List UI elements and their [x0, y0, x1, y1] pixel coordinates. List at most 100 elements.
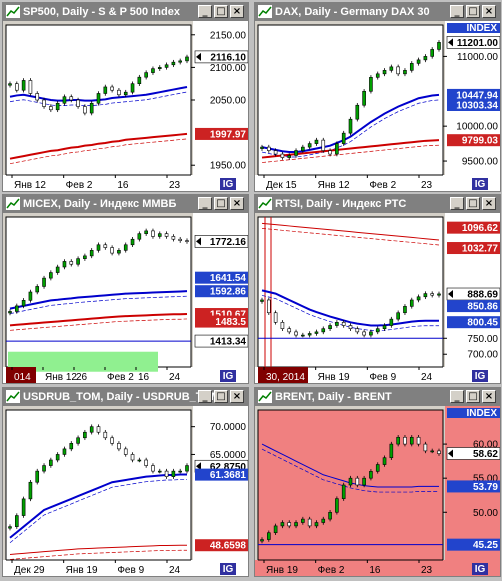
time-tick-label: Дек 29 — [14, 565, 45, 576]
price-tag-label: 48.6598 — [210, 541, 247, 552]
candle-body — [178, 238, 182, 241]
minimize-button[interactable]: _ — [450, 197, 464, 210]
price-tag-box — [195, 539, 248, 552]
price-tag-label: 9799.03 — [462, 136, 499, 147]
chart-window-icon — [258, 390, 272, 403]
ig-badge: IG — [223, 564, 234, 575]
candle-body — [21, 300, 26, 307]
close-button[interactable]: × — [230, 5, 244, 18]
minimize-button[interactable]: _ — [198, 390, 212, 403]
candle-body — [89, 250, 94, 257]
minimize-button[interactable]: _ — [198, 197, 212, 210]
candle-body — [369, 471, 373, 479]
chart-window-usdrub[interactable]: USDRUB_TOM, Daily - USDRUB_TOM _ □ × 70.… — [2, 387, 249, 577]
price-tag-arrow — [196, 237, 201, 246]
close-button[interactable]: × — [230, 197, 244, 210]
time-tick-label: Фев 2 — [369, 180, 396, 191]
chart-titlebar[interactable]: RTSI, Daily - Индекс РТС _ □ × — [255, 195, 500, 213]
chart-area[interactable]: 2150.00 2100.00 2050.00 1950.00 2116.10 1997.… — [3, 21, 249, 192]
maximize-button[interactable]: □ — [214, 197, 228, 210]
chart-window-sp500[interactable]: SP500, Daily - S & P 500 Index _ □ × 215… — [2, 2, 249, 192]
price-tick-label: 50.00 — [473, 508, 498, 519]
candle-body — [416, 59, 421, 64]
chart-titlebar[interactable]: BRENT, Daily - BRENT _ □ × — [255, 388, 500, 406]
chart-area[interactable]: 11000.00 10000.00 9500.00 11201.00 10447.941… — [255, 21, 501, 192]
price-tag: 888.69 — [446, 287, 500, 301]
candle-body — [130, 454, 135, 461]
candle-body — [69, 96, 74, 101]
price-tag-box — [194, 235, 248, 248]
chart-titlebar[interactable]: MICEX, Daily - Индекс ММВБ _ □ × — [3, 195, 248, 213]
price-tag-label: 45.25 — [473, 540, 498, 551]
moving-average-line — [9, 295, 188, 315]
candle-body — [335, 322, 339, 326]
price-tag-box — [447, 316, 500, 329]
candle-body — [76, 258, 80, 265]
candle-body — [423, 293, 428, 298]
price-tag: 61.3681 — [195, 468, 248, 481]
minimize-button[interactable]: _ — [198, 5, 212, 18]
moving-average-line — [9, 544, 188, 555]
chart-window-rtsi[interactable]: RTSI, Daily - Индекс РТС _ □ × 750.00 700… — [254, 194, 501, 384]
moving-average-line — [9, 318, 188, 331]
price-tag-arrow — [448, 38, 453, 47]
candle-body — [294, 150, 298, 156]
candle-body — [83, 255, 87, 259]
candle-body — [55, 102, 60, 111]
candle-body — [437, 42, 441, 50]
minimize-button[interactable]: _ — [450, 390, 464, 403]
minimize-button[interactable]: _ — [450, 5, 464, 18]
close-button[interactable]: × — [482, 5, 496, 18]
maximize-button[interactable]: □ — [214, 390, 228, 403]
candle-body — [123, 244, 128, 251]
candle-body — [76, 437, 80, 444]
candle-body — [62, 448, 67, 455]
chart-titlebar[interactable]: SP500, Daily - S & P 500 Index _ □ × — [3, 3, 248, 21]
candle-body — [423, 56, 428, 61]
price-tag-label: 1413.34 — [210, 337, 247, 348]
chart-window-micex[interactable]: MICEX, Daily - Индекс ММВБ _ □ × 1772.16… — [2, 194, 249, 384]
candle-body — [157, 233, 162, 237]
moving-average-line — [261, 295, 439, 331]
price-tick-label: 1950.00 — [210, 161, 247, 172]
maximize-button[interactable]: □ — [466, 197, 480, 210]
time-tick-label: Янв 19 — [66, 565, 98, 576]
maximize-button[interactable]: □ — [466, 390, 480, 403]
price-tag: 1772.16 — [194, 235, 248, 248]
moving-average-line — [261, 448, 439, 493]
candle-body — [314, 139, 319, 144]
candle-body — [307, 333, 312, 336]
candle-body — [96, 244, 101, 251]
candle-body — [96, 426, 101, 433]
candle-body — [49, 106, 53, 111]
candle-body — [171, 470, 176, 477]
time-tick-label: Дек 15 — [266, 180, 297, 191]
candle-body — [301, 334, 305, 337]
candle-body — [321, 518, 326, 523]
candle-body — [137, 76, 142, 84]
chart-window-dax[interactable]: DAX, Daily - Germany DAX 30 _ □ × 11000.… — [254, 2, 501, 192]
chart-titlebar[interactable]: DAX, Daily - Germany DAX 30 _ □ × — [255, 3, 500, 21]
candle-body — [123, 91, 128, 96]
candle-body — [110, 247, 114, 254]
time-tick-label: 24 — [169, 372, 181, 383]
close-button[interactable]: × — [482, 390, 496, 403]
price-tag-label: 1772.16 — [210, 237, 247, 248]
chart-window-brent[interactable]: BRENT, Daily - BRENT _ □ × 60.00 55.00 50.… — [254, 387, 501, 577]
candle-body — [273, 312, 278, 323]
close-button[interactable]: × — [482, 197, 496, 210]
maximize-button[interactable]: □ — [214, 5, 228, 18]
price-tag-label: 62.8750 — [210, 462, 247, 473]
candle-body — [178, 470, 182, 473]
maximize-button[interactable]: □ — [466, 5, 480, 18]
close-button[interactable]: × — [230, 390, 244, 403]
chart-titlebar[interactable]: USDRUB_TOM, Daily - USDRUB_TOM _ □ × — [3, 388, 248, 406]
candle-body — [355, 328, 360, 333]
price-tag-arrow — [196, 462, 201, 471]
ig-badge-box — [472, 178, 488, 190]
price-tick-label: 11000.00 — [457, 52, 498, 63]
chart-area[interactable]: 60.00 55.00 50.00 58.62 53.79 45.25 INDEX Янв 1… — [255, 406, 501, 577]
